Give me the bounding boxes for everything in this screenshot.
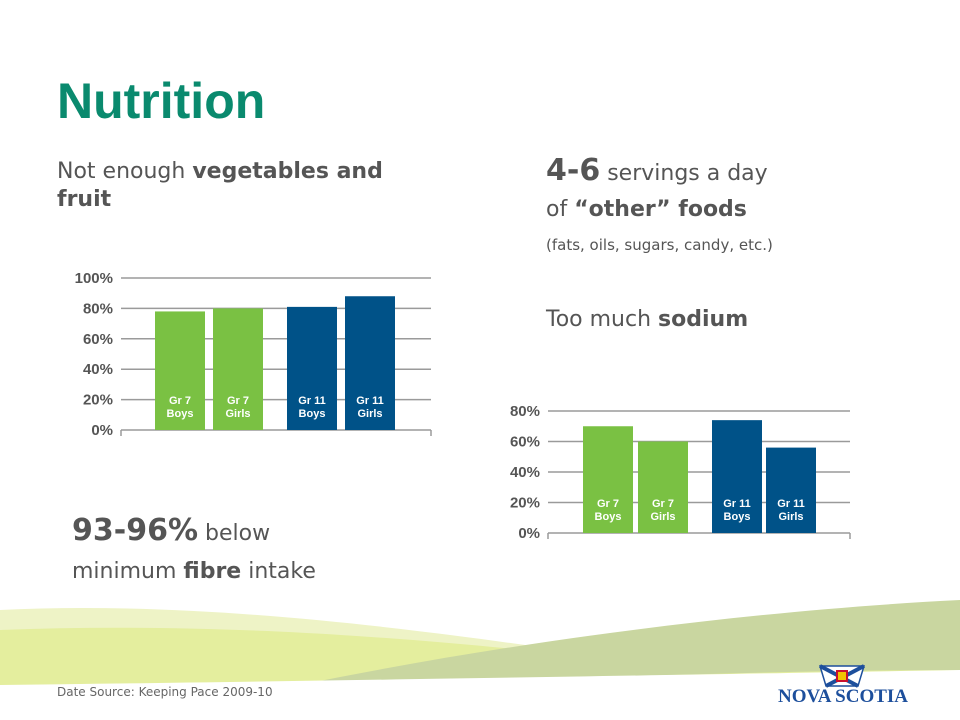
bar — [213, 308, 263, 430]
bar-category-label: Gr 7 — [227, 395, 249, 407]
y-tick-label: 40% — [83, 361, 113, 378]
y-tick-label: 20% — [83, 392, 113, 409]
svg-text:NOVA SCOTIA: NOVA SCOTIA — [778, 686, 908, 707]
bar — [712, 420, 762, 533]
fibre-statement-line1: 93-96% below — [72, 512, 270, 550]
fibre-statement-line2: minimum fibre intake — [72, 558, 316, 586]
nova-scotia-logo: NOVA SCOTIA — [778, 664, 908, 707]
bar-category-label: Gr 7 — [169, 395, 191, 407]
fibre-minimum: minimum — [72, 559, 184, 584]
sodium-statement: Too much sodium — [546, 306, 748, 334]
bar — [155, 311, 205, 430]
fruit-bold: fruit — [57, 186, 112, 212]
other-foods-note: (fats, oils, sugars, candy, etc.) — [546, 236, 773, 254]
y-tick-label: 60% — [510, 434, 540, 451]
page-title: Nutrition — [57, 73, 266, 129]
bar-category-label: Gr 11 — [298, 395, 326, 407]
fibre-intake: intake — [241, 559, 316, 584]
y-tick-label: 0% — [518, 525, 540, 542]
decorative-swoosh — [0, 600, 960, 720]
bar-category-label: Gr 7 — [652, 498, 674, 510]
y-tick-label: 40% — [510, 464, 540, 481]
bar-category-label: Girls — [225, 408, 250, 420]
bar-category-label: Girls — [778, 511, 803, 523]
bar — [583, 426, 633, 533]
y-tick-label: 60% — [83, 331, 113, 348]
bar-category-label: Boys — [595, 511, 622, 523]
servings-number: 4-6 — [546, 153, 601, 188]
y-tick-label: 80% — [83, 300, 113, 317]
bar — [345, 296, 395, 430]
fibre-percent: 93-96% — [72, 513, 199, 548]
other-foods-statement: of “other” foods — [546, 196, 747, 224]
bar — [638, 441, 688, 533]
vegetables-bold: vegetables and — [192, 159, 383, 184]
other-foods-bold: “other” foods — [574, 197, 747, 222]
vegetables-statement: Not enough vegetables and fruit — [57, 158, 383, 213]
y-tick-label: 80% — [510, 403, 540, 420]
data-source: Date Source: Keeping Pace 2009-10 — [57, 685, 273, 699]
bar — [766, 447, 816, 533]
y-tick-label: 20% — [510, 495, 540, 512]
servings-statement: 4-6 servings a day — [546, 152, 768, 190]
servings-text: servings a day — [600, 161, 768, 186]
bar — [287, 306, 337, 430]
bar-category-label: Boys — [724, 511, 751, 523]
bar-category-label: Gr 11 — [723, 498, 751, 510]
y-tick-label: 100% — [75, 270, 113, 287]
fibre-bold: fibre — [183, 559, 242, 584]
sodium-bold: sodium — [658, 307, 749, 332]
y-tick-label: 0% — [91, 422, 113, 439]
bar-category-label: Gr 7 — [597, 498, 619, 510]
sodium-plain: Too much — [546, 307, 659, 332]
flag-icon — [818, 664, 866, 688]
bar-category-label: Gr 11 — [356, 395, 384, 407]
bar-category-label: Girls — [650, 511, 675, 523]
bar-category-label: Boys — [299, 408, 326, 420]
vegetables-plain: Not enough — [57, 159, 193, 184]
bar-category-label: Boys — [167, 408, 194, 420]
other-foods-prefix: of — [546, 197, 575, 222]
bar-category-label: Girls — [357, 408, 382, 420]
bar-category-label: Gr 11 — [777, 498, 805, 510]
fibre-below: below — [198, 521, 271, 546]
